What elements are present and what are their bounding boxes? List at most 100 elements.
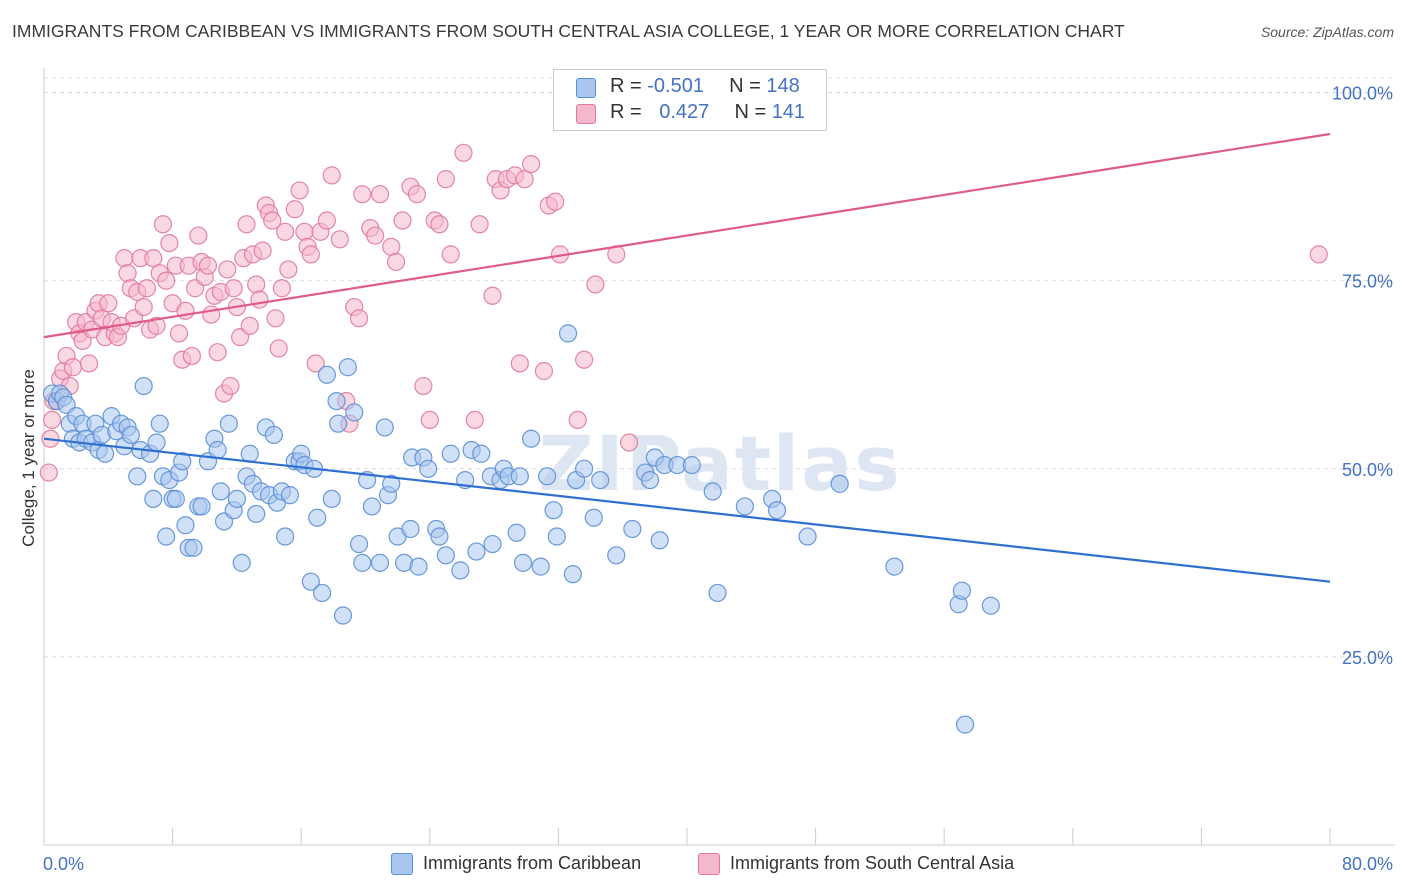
data-point — [353, 553, 372, 572]
data-point — [95, 444, 115, 463]
series-south-central-asia — [39, 143, 1328, 482]
data-point — [269, 339, 288, 358]
data-point — [227, 489, 246, 509]
data-point — [184, 538, 203, 557]
data-point — [830, 474, 849, 493]
legend-n-label: N = — [729, 75, 761, 97]
data-point — [276, 527, 295, 546]
data-point — [436, 546, 455, 565]
data-point — [521, 154, 541, 174]
data-point — [607, 546, 626, 565]
data-point — [157, 271, 176, 290]
data-point — [322, 166, 341, 185]
data-point — [208, 440, 227, 460]
data-point — [349, 309, 369, 328]
data-point — [375, 418, 394, 437]
data-point — [534, 361, 554, 381]
chart-title: IMMIGRANTS FROM CARIBBEAN VS IMMIGRANTS … — [12, 21, 1125, 41]
data-point — [510, 467, 529, 486]
data-point — [232, 553, 251, 572]
data-point — [218, 260, 237, 279]
legend-n-value: 141 — [771, 101, 806, 123]
data-point — [253, 241, 272, 260]
x-tick-label-max: 80.0% — [1342, 854, 1393, 874]
bottom-legend-swatch-pink — [698, 853, 720, 875]
data-point — [301, 572, 320, 591]
data-point — [703, 482, 722, 501]
data-point — [515, 170, 534, 189]
bottom-legend-swatch-blue — [391, 853, 413, 875]
data-point — [393, 211, 412, 230]
data-point — [306, 354, 325, 373]
y-tick-label: 25.0% — [1342, 648, 1393, 668]
data-point — [63, 358, 83, 377]
data-point — [575, 459, 594, 478]
y-axis-title: College, 1 year or more — [19, 369, 38, 547]
data-point — [240, 316, 259, 335]
data-point — [584, 508, 603, 527]
data-point — [451, 561, 470, 580]
legend-r-value: -0.501 — [647, 75, 704, 97]
data-point — [189, 226, 208, 245]
data-point — [563, 565, 582, 584]
data-point — [192, 497, 211, 516]
legend-n-value: 148 — [766, 75, 800, 97]
data-point — [483, 534, 502, 554]
data-point — [382, 474, 401, 493]
data-point — [547, 527, 566, 546]
bottom-legend-label: Immigrants from South Central Asia — [730, 853, 1015, 873]
data-point — [531, 557, 550, 576]
data-point — [345, 403, 364, 422]
data-point — [247, 504, 266, 524]
data-point — [173, 452, 192, 471]
data-point — [279, 260, 298, 279]
data-point — [436, 170, 455, 189]
data-point — [507, 523, 526, 542]
data-point — [147, 433, 166, 452]
data-point — [370, 185, 390, 204]
data-point — [454, 143, 473, 162]
data-point — [430, 215, 449, 234]
y-tick-label: 100.0% — [1332, 84, 1393, 104]
data-point — [166, 489, 185, 509]
data-point — [150, 414, 169, 433]
data-point — [1309, 245, 1328, 264]
data-point — [575, 350, 594, 369]
data-point — [682, 455, 701, 475]
data-point — [362, 497, 382, 516]
legend-r-value: 0.427 — [659, 101, 710, 123]
data-point — [266, 309, 285, 328]
series-caribbean — [42, 324, 1000, 734]
data-point — [198, 256, 218, 275]
data-point — [338, 358, 357, 377]
data-point — [441, 245, 460, 264]
y-tick-label: 75.0% — [1342, 272, 1393, 292]
data-point — [620, 433, 639, 452]
data-point — [333, 606, 353, 625]
data-point — [623, 519, 642, 539]
data-point — [237, 215, 256, 234]
source-label: Source: ZipAtlas.com — [1260, 24, 1394, 40]
data-point — [264, 425, 283, 445]
data-point — [521, 429, 541, 448]
legend-r-label: R = — [610, 75, 642, 97]
data-point — [144, 489, 163, 509]
data-point — [568, 410, 587, 430]
data-point — [955, 715, 975, 734]
data-point — [240, 444, 259, 463]
trend-lines — [43, 132, 1331, 583]
y-tick-labels: 25.0% 50.0% 75.0% 100.0% — [1332, 84, 1393, 668]
data-point — [121, 425, 140, 445]
data-point — [329, 414, 348, 433]
data-point — [301, 245, 320, 264]
data-point — [280, 486, 300, 505]
data-point — [981, 596, 1000, 615]
data-point — [153, 215, 173, 234]
data-point — [401, 519, 420, 539]
data-point — [349, 534, 369, 554]
data-point — [465, 410, 484, 430]
data-point — [39, 463, 58, 482]
data-point — [382, 237, 401, 256]
data-point — [221, 376, 240, 396]
